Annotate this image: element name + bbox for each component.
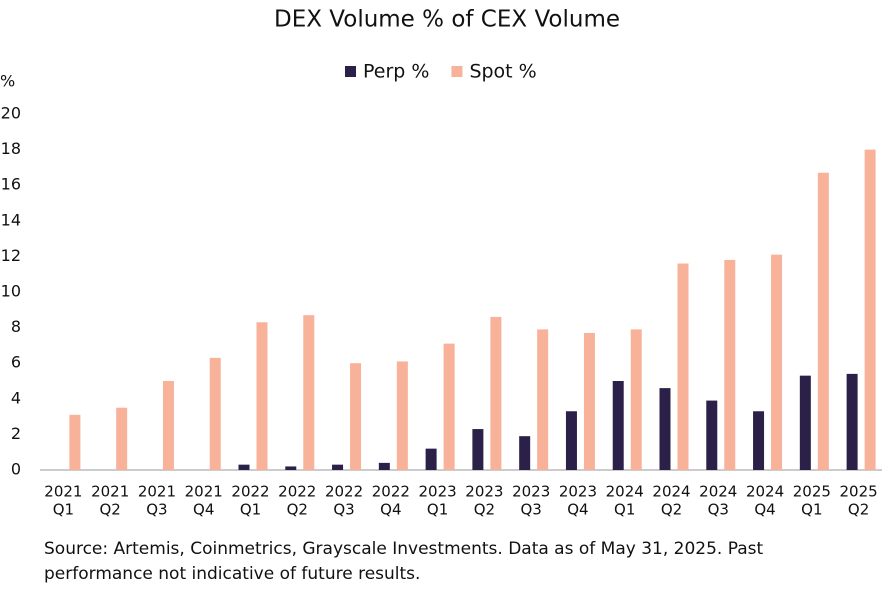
bar	[303, 315, 315, 470]
x-tick-label: 2025	[840, 483, 878, 501]
x-tick-label: 2022	[278, 483, 316, 501]
bar	[69, 414, 81, 470]
x-tick-label: Q3	[146, 501, 167, 519]
legend-swatch	[451, 66, 463, 77]
x-tick-label: 2021	[91, 483, 129, 501]
bar	[612, 381, 624, 470]
x-tick-label: Q2	[287, 501, 308, 519]
x-tick-label: Q2	[848, 501, 869, 519]
x-tick-label: 2024	[652, 483, 690, 501]
x-tick-label: 2021	[44, 483, 82, 501]
bar	[425, 448, 437, 470]
x-tick-label: Q3	[708, 501, 729, 519]
x-tick-label: Q1	[614, 501, 635, 519]
bar	[753, 411, 765, 470]
bar	[864, 149, 876, 470]
bar	[630, 329, 642, 470]
x-tick-label: Q1	[801, 501, 822, 519]
y-tick-label: 16	[1, 175, 21, 194]
x-tick-label: 2025	[793, 483, 831, 501]
y-tick-label: 20	[1, 104, 21, 123]
bar	[162, 381, 174, 470]
bar	[209, 357, 221, 470]
bar	[256, 322, 268, 470]
bar	[116, 407, 128, 470]
bar	[799, 375, 811, 470]
chart-title: DEX Volume % of CEX Volume	[274, 7, 620, 33]
x-tick-label: Q2	[661, 501, 682, 519]
x-tick-label: 2024	[746, 483, 784, 501]
x-tick-label: 2023	[512, 483, 550, 501]
x-tick-label: 2022	[372, 483, 410, 501]
x-tick-label: 2021	[138, 483, 176, 501]
bar	[443, 343, 455, 470]
legend-label: Perp %	[363, 61, 429, 83]
bar	[659, 388, 671, 470]
x-tick-label: Q4	[193, 501, 214, 519]
y-tick-label: 0	[11, 460, 21, 479]
bar	[519, 436, 531, 470]
x-tick-label: 2021	[185, 483, 223, 501]
x-tick-label: Q4	[754, 501, 775, 519]
x-tick-label: 2024	[699, 483, 737, 501]
x-tick-label: Q4	[380, 501, 401, 519]
bar	[490, 316, 502, 470]
x-tick-label: Q3	[333, 501, 354, 519]
bar	[771, 254, 783, 470]
bar	[285, 466, 297, 470]
x-tick-label: Q1	[240, 501, 261, 519]
y-tick-label: 12	[1, 246, 21, 265]
bar	[583, 332, 595, 470]
legend-label: Spot %	[469, 61, 536, 83]
x-tick-label: 2023	[559, 483, 597, 501]
x-tick-label: 2023	[419, 483, 457, 501]
bar	[472, 429, 484, 470]
bar	[724, 259, 736, 470]
y-axis-label: %	[0, 72, 15, 91]
y-tick-label: 10	[1, 282, 21, 301]
x-tick-label: Q3	[520, 501, 541, 519]
bar	[238, 464, 250, 470]
y-tick-label: 4	[11, 388, 21, 407]
x-tick-label: 2022	[325, 483, 363, 501]
bar	[706, 400, 718, 470]
x-tick-label: 2023	[465, 483, 503, 501]
x-tick-label: 2024	[606, 483, 644, 501]
y-tick-label: 18	[1, 139, 21, 158]
x-tick-label: Q1	[427, 501, 448, 519]
bar	[846, 373, 858, 470]
bar	[332, 464, 344, 470]
bar	[378, 462, 390, 470]
bar	[565, 411, 577, 470]
y-tick-label: 14	[1, 210, 21, 229]
chart: DEX Volume % of CEX Volume % 0 2 4 6 8 10 12 14…	[0, 7, 882, 519]
bar	[677, 263, 689, 470]
x-tick-label: Q1	[53, 501, 74, 519]
bar	[537, 329, 549, 470]
y-tick-label: 8	[11, 317, 21, 336]
bar	[396, 361, 408, 470]
y-tick-label: 2	[11, 424, 21, 443]
x-tick-label: Q2	[474, 501, 495, 519]
bar	[350, 363, 362, 470]
y-tick-label: 6	[11, 353, 21, 372]
source-note: Source: Artemis, Coinmetrics, Grayscale …	[44, 539, 764, 584]
x-tick-label: Q4	[567, 501, 588, 519]
legend-swatch	[345, 66, 356, 77]
x-tick-label: Q2	[99, 501, 120, 519]
x-tick-label: 2022	[231, 483, 269, 501]
bar	[817, 172, 829, 471]
